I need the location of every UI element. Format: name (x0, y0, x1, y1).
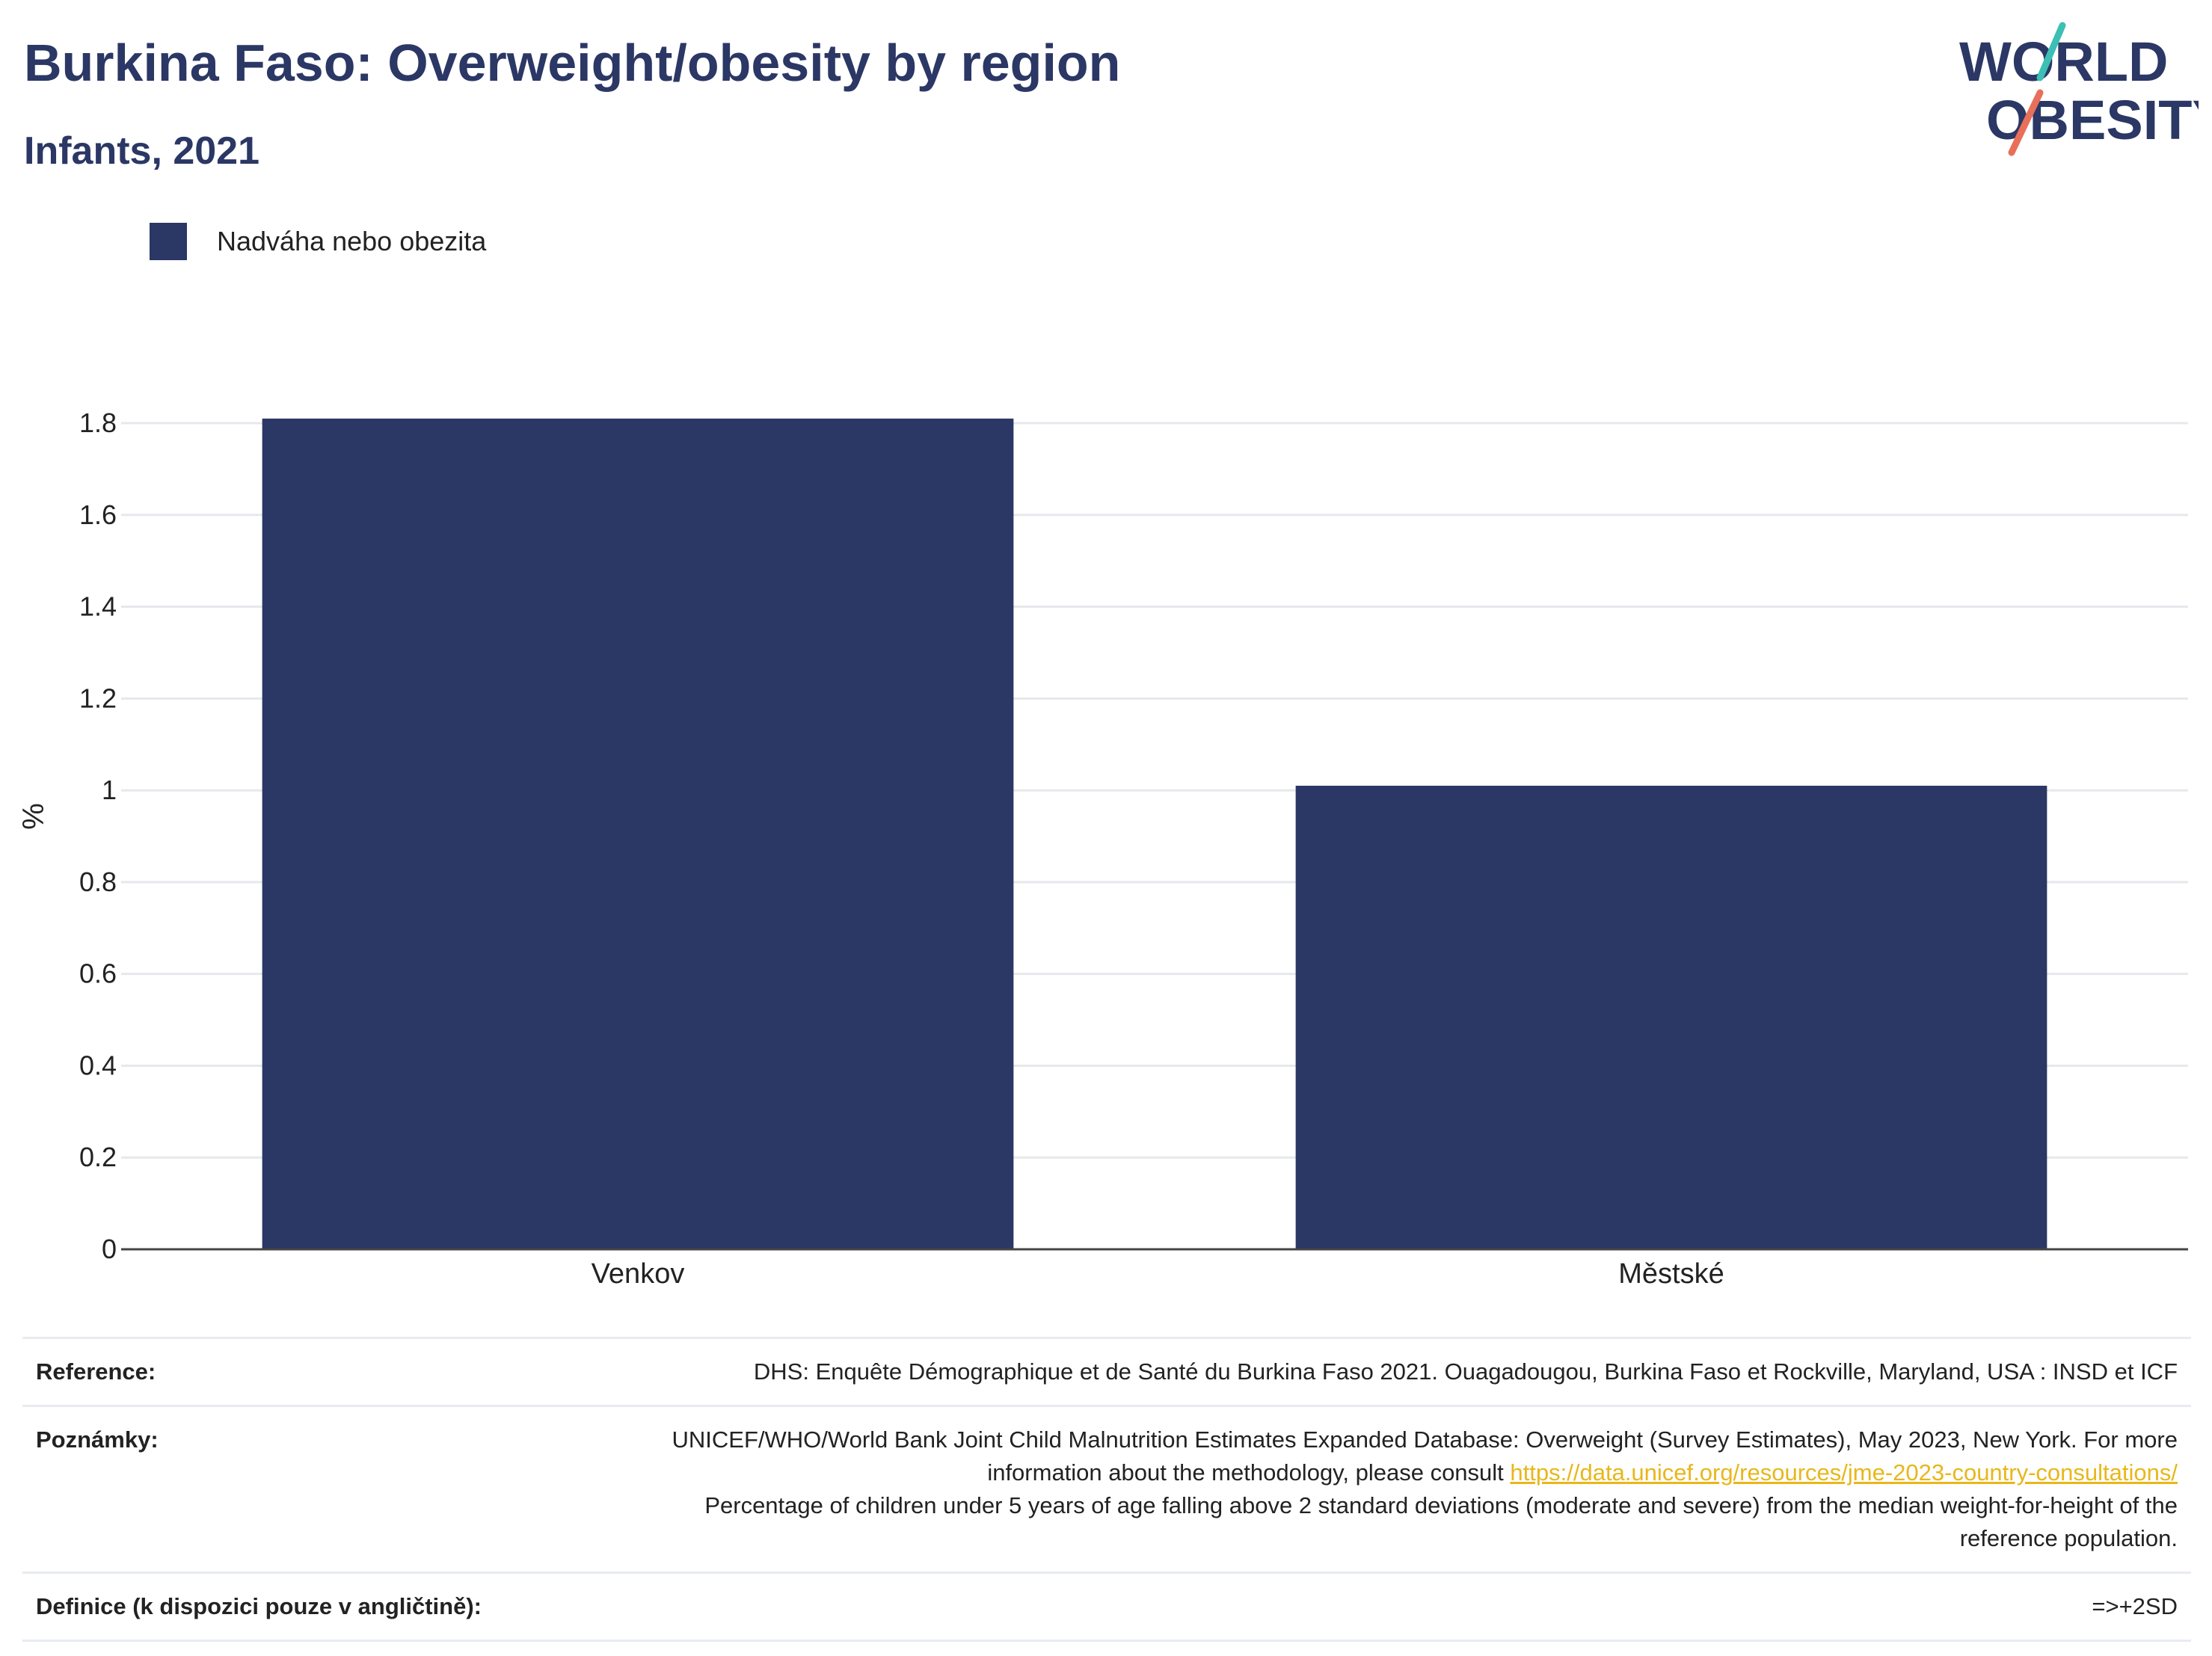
y-tick-label: 1.6 (79, 499, 117, 530)
reference-text: DHS: Enquête Démographique et de Santé d… (753, 1358, 2178, 1385)
y-tick-label: 0.4 (79, 1050, 117, 1080)
y-tick-label: 1 (102, 775, 117, 805)
y-tick-label: 1.2 (79, 683, 117, 713)
bars (262, 418, 2047, 1249)
notes-link[interactable]: https://data.unicef.org/resources/jme-20… (1510, 1459, 2178, 1486)
logo-line1: WORLD (1959, 31, 2169, 93)
y-tick-label: 0.8 (79, 867, 117, 897)
footer-table: Reference: DHS: Enquête Démographique et… (22, 1337, 2191, 1642)
notes-label: Poznámky: (36, 1426, 159, 1453)
bar[interactable] (262, 418, 1014, 1249)
y-tick-label: 0.6 (79, 958, 117, 989)
reference-row: Reference: DHS: Enquête Démographique et… (22, 1337, 2191, 1405)
chart-subtitle: Infants, 2021 (24, 129, 260, 173)
x-tick-labels: Venkov Městské (592, 1258, 1724, 1290)
x-tick-label: Městské (1618, 1258, 1724, 1290)
y-tick-label: 0.2 (79, 1142, 117, 1172)
definition-row: Definice (k dispozici pouze v angličtině… (22, 1572, 2191, 1642)
y-tick-labels: 0 0.2 0.4 0.6 0.8 1 1.2 1.4 1.6 1.8 (79, 407, 117, 1264)
logo-slash-top-icon (2036, 22, 2066, 81)
reference-label: Reference: (36, 1358, 156, 1385)
notes-text: UNICEF/WHO/World Bank Joint Child Malnut… (604, 1423, 2178, 1555)
legend[interactable]: Nadváha nebo obezita (150, 223, 486, 260)
bar[interactable] (1295, 785, 2047, 1249)
y-axis-label: % (17, 803, 50, 830)
notes-text-part2: Percentage of children under 5 years of … (704, 1492, 2178, 1551)
definition-label: Definice (k dispozici pouze v angličtině… (36, 1593, 482, 1619)
world-obesity-logo: WORLD OBESITY (1959, 22, 2199, 156)
logo-slash-bottom-icon (2008, 89, 2044, 156)
legend-swatch (150, 223, 187, 260)
x-tick-label: Venkov (592, 1258, 685, 1290)
chart-title: Burkina Faso: Overweight/obesity by regi… (24, 34, 1121, 92)
notes-row: Poznámky: UNICEF/WHO/World Bank Joint Ch… (22, 1405, 2191, 1572)
y-tick-label: 1.4 (79, 591, 117, 622)
y-tick-label: 0 (102, 1234, 117, 1264)
legend-label: Nadváha nebo obezita (217, 226, 487, 256)
logo-line2: OBESITY (1986, 89, 2199, 151)
bar-chart: 0 0.2 0.4 0.6 0.8 1 1.2 1.4 1.6 1.8 Venkov Městské… (17, 407, 2188, 1290)
notes-text-part1: UNICEF/WHO/World Bank Joint Child Malnut… (672, 1426, 2178, 1486)
y-tick-label: 1.8 (79, 407, 117, 438)
definition-text: =>+2SD (2092, 1593, 2178, 1619)
